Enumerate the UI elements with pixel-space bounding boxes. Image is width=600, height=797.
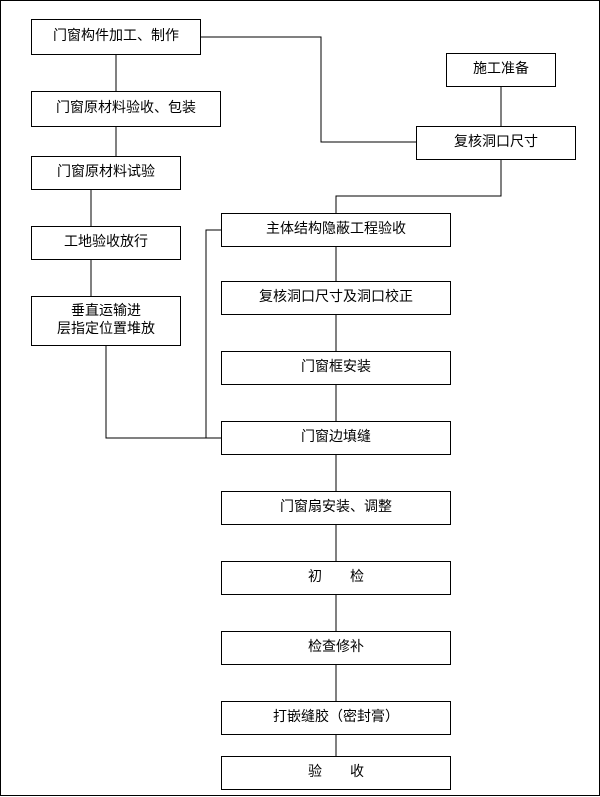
node-n8: 主体结构隐蔽工程验收	[221, 213, 451, 247]
edge	[201, 37, 416, 142]
node-n7: 复核洞口尺寸	[416, 126, 576, 160]
edge	[206, 230, 221, 438]
node-n14: 检查修补	[221, 631, 451, 665]
node-n1: 门窗构件加工、制作	[31, 19, 201, 55]
node-n10: 门窗框安装	[221, 351, 451, 385]
edge	[106, 346, 206, 438]
node-n5: 垂直运输进 层指定位置堆放	[31, 296, 181, 346]
node-n9: 复核洞口尺寸及洞口校正	[221, 281, 451, 315]
node-n12: 门窗扇安装、调整	[221, 491, 451, 525]
node-n15: 打嵌缝胶（密封膏）	[221, 701, 451, 735]
node-n16: 验 收	[221, 756, 451, 790]
node-n6: 施工准备	[446, 53, 556, 87]
flowchart-canvas: 门窗构件加工、制作门窗原材料验收、包装门窗原材料试验工地验收放行垂直运输进 层指…	[0, 0, 600, 796]
node-n2: 门窗原材料验收、包装	[31, 91, 221, 127]
node-n11: 门窗边填缝	[221, 421, 451, 455]
node-n13: 初 检	[221, 561, 451, 595]
node-n3: 门窗原材料试验	[31, 156, 181, 190]
edge	[336, 160, 501, 213]
node-n4: 工地验收放行	[31, 226, 181, 260]
